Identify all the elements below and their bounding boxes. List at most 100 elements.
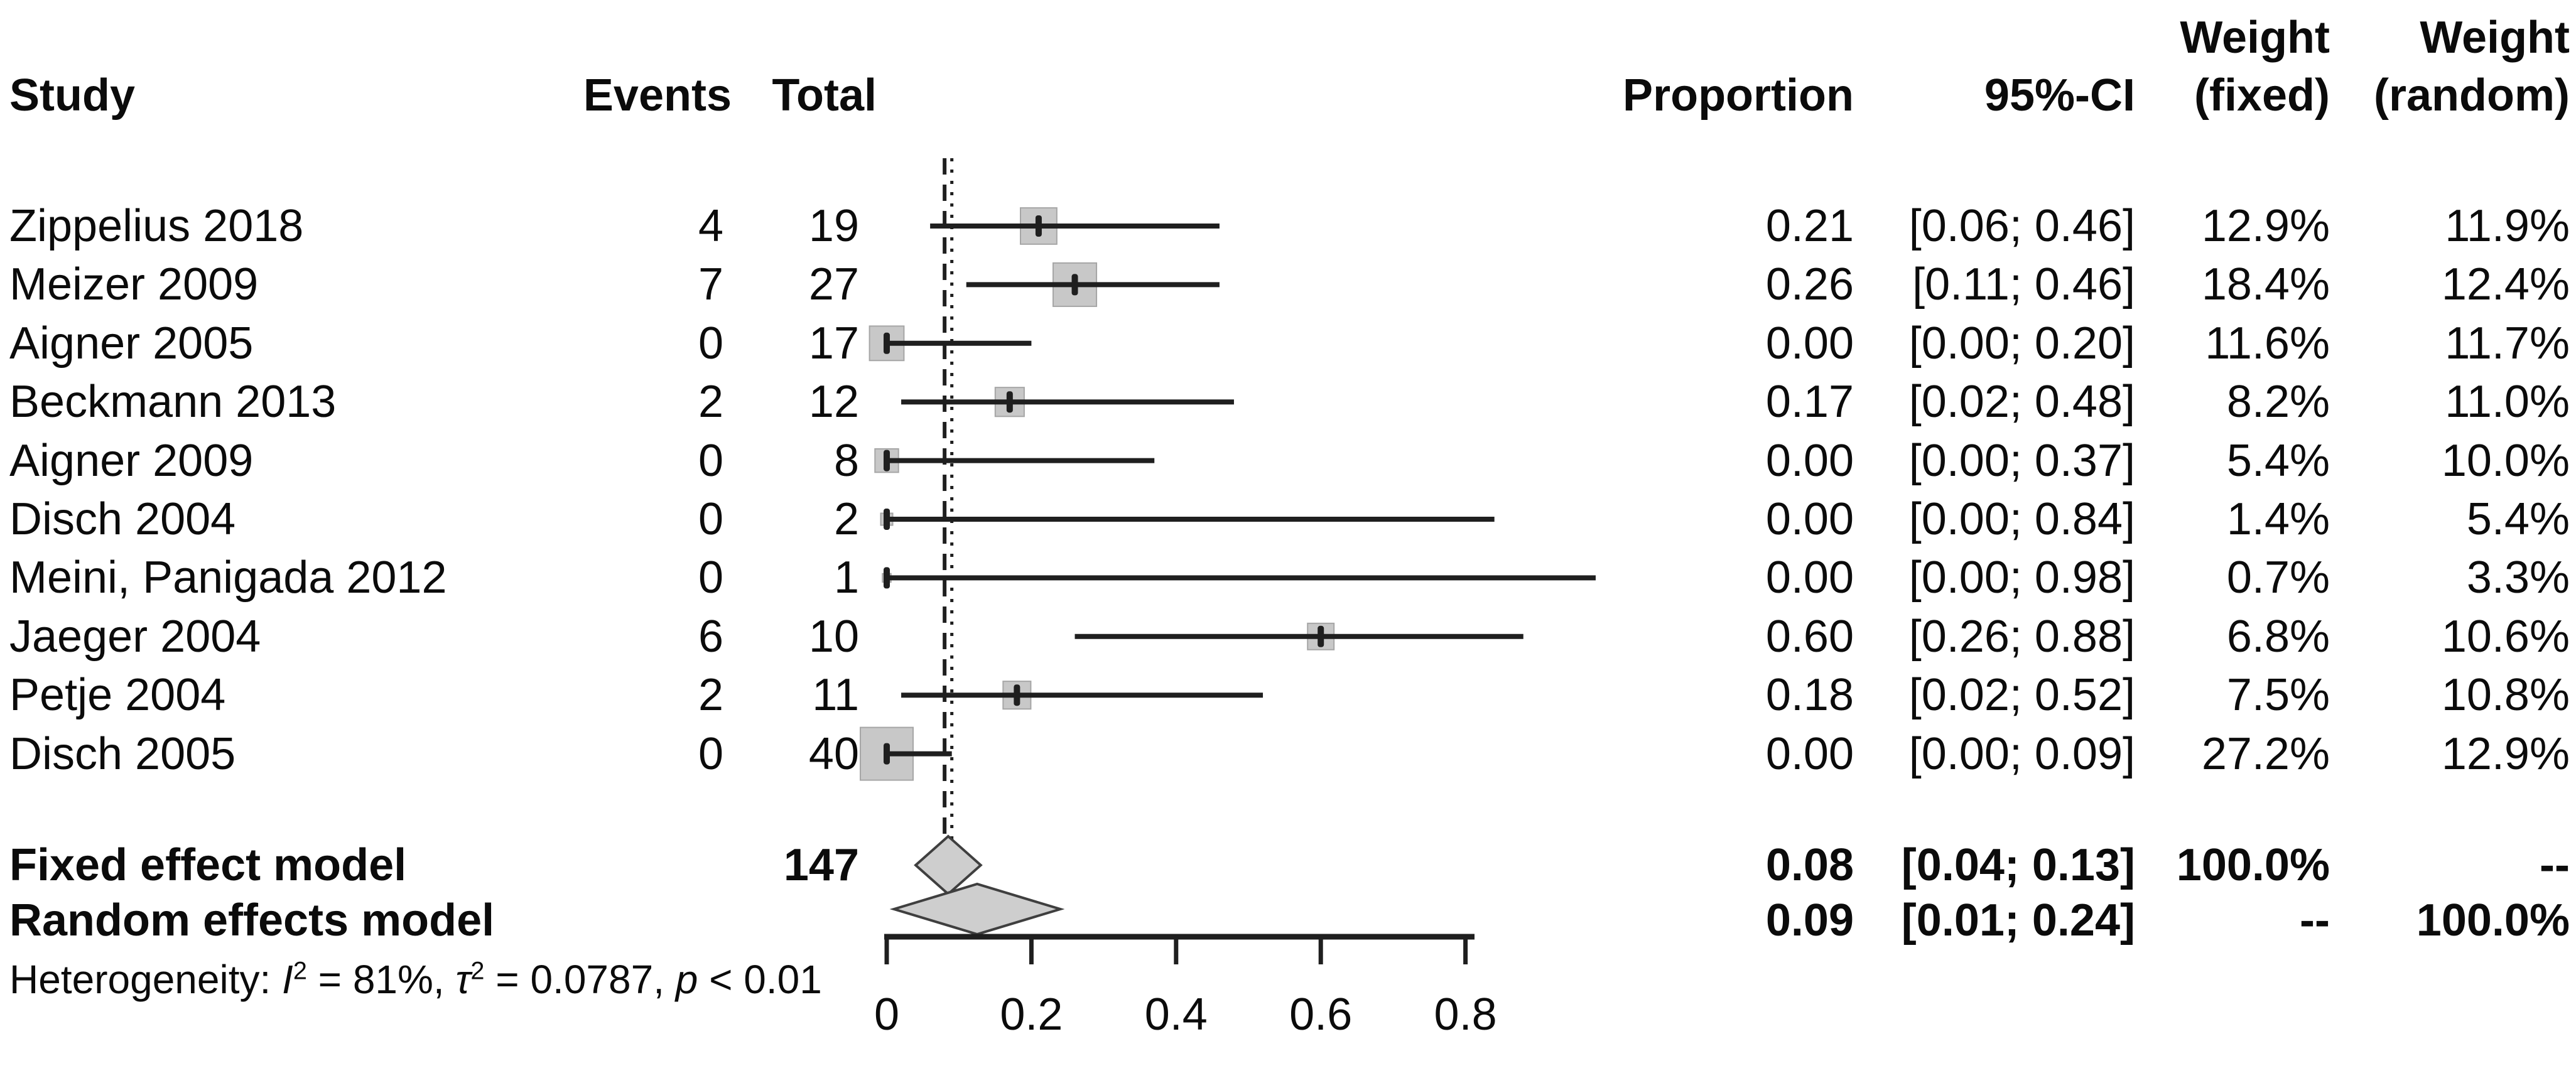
point-estimate-marker: [1071, 274, 1078, 296]
summary-weight-fixed-value: --: [2300, 895, 2330, 946]
col-header-study: Study: [9, 70, 136, 121]
weight-random-value: 11.0%: [2445, 377, 2570, 428]
ci-value: [0.06; 0.46]: [1908, 201, 2135, 251]
weight-fixed-value: 12.9%: [2201, 201, 2330, 251]
proportion-value: 0.21: [1765, 201, 1854, 251]
summary-proportion-value: 0.09: [1765, 895, 1854, 946]
proportion-value: 0.00: [1765, 728, 1854, 779]
events-value: 2: [698, 377, 723, 428]
ci-value: [0.02; 0.52]: [1908, 670, 2135, 721]
summary-ci-value: [0.01; 0.24]: [1901, 895, 2135, 946]
events-value: 0: [698, 318, 723, 369]
point-estimate-marker: [884, 743, 890, 765]
i-squared-exponent: 2: [293, 957, 307, 985]
summary-weight-random-value: --: [2540, 840, 2570, 890]
random-effect-diamond: [889, 882, 1065, 936]
summary-label: Random effects model: [9, 895, 495, 946]
study-label: Petje 2004: [9, 670, 226, 721]
ci-value: [0.02; 0.48]: [1908, 377, 2135, 428]
weight-random-value: 10.8%: [2441, 670, 2570, 721]
col-header-weight-random-line1: Weight: [2420, 13, 2570, 63]
study-label: Meini, Panigada 2012: [9, 552, 447, 603]
proportion-value: 0.00: [1765, 552, 1854, 603]
total-value: 8: [833, 435, 859, 486]
summary-proportion-value: 0.08: [1765, 840, 1854, 890]
weight-fixed-value: 18.4%: [2201, 259, 2330, 310]
events-value: 0: [698, 552, 723, 603]
study-label: Disch 2004: [9, 494, 236, 544]
events-value: 2: [698, 670, 723, 721]
weight-fixed-value: 6.8%: [2226, 611, 2330, 662]
weight-random-value: 5.4%: [2466, 494, 2570, 544]
point-estimate-marker: [1035, 215, 1042, 237]
weight-random-value: 11.9%: [2445, 201, 2570, 251]
point-estimate-marker: [884, 332, 890, 354]
fixed-effect-diamond: [914, 834, 983, 896]
weight-fixed-value: 1.4%: [2226, 494, 2330, 544]
point-estimate-marker: [884, 509, 890, 530]
weight-random-value: 10.6%: [2441, 611, 2570, 662]
total-value: 12: [808, 377, 859, 428]
proportion-value: 0.17: [1765, 377, 1854, 428]
heterogeneity-note: Heterogeneity: I2 = 81%, τ2 = 0.0787, p …: [9, 959, 822, 1000]
x-axis-tick-label: 0.6: [1289, 989, 1352, 1040]
events-value: 0: [698, 728, 723, 779]
p-value: < 0.01: [698, 957, 822, 1002]
col-header-events: Events: [583, 70, 732, 121]
weight-fixed-value: 11.6%: [2205, 318, 2330, 369]
summary-label: Fixed effect model: [9, 840, 407, 890]
point-estimate-marker: [884, 450, 890, 472]
events-value: 7: [698, 259, 723, 310]
ci-value: [0.00; 0.09]: [1908, 728, 2135, 779]
study-label: Zippelius 2018: [9, 201, 304, 251]
weight-random-value: 12.4%: [2441, 259, 2570, 310]
ci-value: [0.11; 0.46]: [1912, 259, 2135, 310]
x-axis-tick-label: 0.8: [1434, 989, 1497, 1040]
x-axis-tick-label: 0: [874, 989, 899, 1040]
point-estimate-marker: [884, 567, 890, 589]
weight-random-value: 12.9%: [2441, 728, 2570, 779]
x-axis-tick-label: 0.2: [1000, 989, 1063, 1040]
total-value: 27: [808, 259, 859, 310]
total-value: 2: [833, 494, 859, 544]
col-header-weight-fixed-line2: (fixed): [2194, 70, 2330, 121]
total-value: 17: [808, 318, 859, 369]
ci-value: [0.00; 0.84]: [1908, 494, 2135, 544]
p-symbol: p: [675, 957, 698, 1002]
ci-value: [0.00; 0.98]: [1908, 552, 2135, 603]
events-value: 6: [698, 611, 723, 662]
study-label: Beckmann 2013: [9, 377, 337, 428]
summary-total-value: 147: [783, 840, 859, 890]
col-header-ci: 95%-CI: [1984, 70, 2135, 121]
x-axis-tick-label: 0.4: [1145, 989, 1208, 1040]
col-header-total: Total: [772, 70, 877, 121]
point-estimate-marker: [1014, 684, 1020, 706]
proportion-value: 0.26: [1765, 259, 1854, 310]
total-value: 19: [808, 201, 859, 251]
i-squared-value: = 81%,: [306, 957, 456, 1002]
proportion-value: 0.18: [1765, 670, 1854, 721]
col-header-weight-random-line2: (random): [2374, 70, 2570, 121]
summary-weight-random-value: 100.0%: [2416, 895, 2570, 946]
weight-fixed-value: 8.2%: [2226, 377, 2330, 428]
summary-weight-fixed-value: 100.0%: [2176, 840, 2330, 890]
proportion-value: 0.00: [1765, 318, 1854, 369]
study-label: Jaeger 2004: [9, 611, 261, 662]
weight-fixed-value: 27.2%: [2201, 728, 2330, 779]
ci-value: [0.00; 0.37]: [1908, 435, 2135, 486]
total-value: 40: [808, 728, 859, 779]
tau-squared-symbol: τ: [455, 957, 471, 1002]
weight-fixed-value: 7.5%: [2226, 670, 2330, 721]
weight-random-value: 10.0%: [2441, 435, 2570, 486]
weight-random-value: 11.7%: [2445, 318, 2570, 369]
proportion-value: 0.60: [1765, 611, 1854, 662]
total-value: 11: [812, 670, 859, 721]
ci-value: [0.26; 0.88]: [1908, 611, 2135, 662]
study-label: Meizer 2009: [9, 259, 259, 310]
total-value: 10: [808, 611, 859, 662]
tau-squared-value: = 0.0787,: [484, 957, 676, 1002]
proportion-value: 0.00: [1765, 494, 1854, 544]
events-value: 0: [698, 494, 723, 544]
study-label: Disch 2005: [9, 728, 236, 779]
